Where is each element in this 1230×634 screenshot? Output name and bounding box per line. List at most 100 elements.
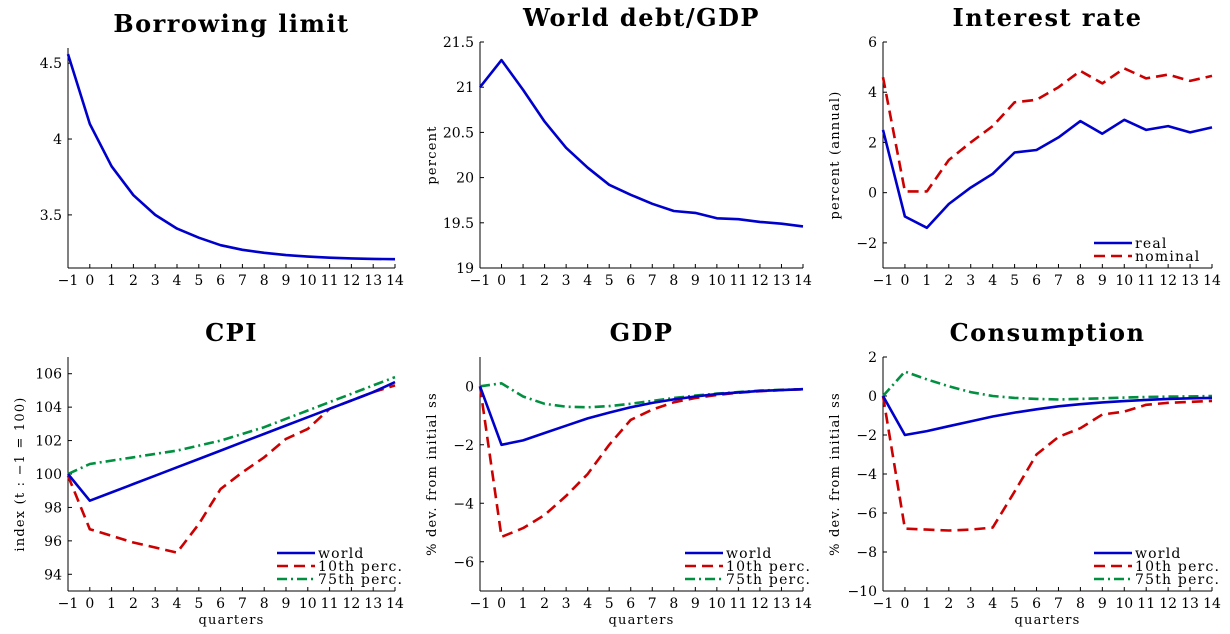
x-tick-label: 13 — [1181, 596, 1199, 612]
x-tick-label: 13 — [1181, 273, 1199, 289]
y-tick-label: 0 — [465, 379, 474, 395]
x-tick-label: 3 — [966, 596, 975, 612]
y-tick-label: 4 — [53, 132, 62, 148]
legend-label: world — [726, 546, 773, 562]
x-tick-label: 4 — [173, 273, 182, 289]
x-tick-label: 2 — [129, 273, 138, 289]
x-tick-label: 10 — [708, 596, 726, 612]
x-tick-label: 7 — [1054, 596, 1063, 612]
y-tick-label: 20.5 — [443, 125, 474, 141]
x-tick-label: 6 — [1032, 273, 1041, 289]
x-tick-label: 7 — [1054, 273, 1063, 289]
x-tick-label: 0 — [85, 273, 94, 289]
x-tick-label: 4 — [173, 596, 182, 612]
series-line-75th-perc- — [67, 375, 396, 476]
x-tick-label: 6 — [626, 273, 635, 289]
x-tick-label: 12 — [342, 596, 360, 612]
x-tick-label: 14 — [1203, 596, 1221, 612]
x-tick-label: 6 — [1032, 596, 1041, 612]
x-tick-label: 5 — [605, 273, 614, 289]
y-tick-label: −2 — [856, 236, 877, 252]
x-tick-label: 9 — [1098, 273, 1107, 289]
legend-label: 75th perc. — [726, 572, 811, 588]
x-tick-label: 0 — [497, 273, 506, 289]
x-tick-label: −1 — [58, 273, 79, 289]
x-axis-label: quarters — [608, 613, 674, 628]
y-tick-label: 100 — [35, 467, 62, 483]
x-tick-label: 8 — [1076, 273, 1085, 289]
x-tick-label: 1 — [107, 596, 116, 612]
series-line-main — [66, 53, 396, 261]
y-tick-label: 102 — [35, 434, 62, 450]
x-tick-label: 9 — [282, 596, 291, 612]
series-line-nominal — [881, 67, 1213, 193]
x-tick-label: 10 — [299, 273, 317, 289]
y-tick-label: 3.5 — [40, 208, 62, 224]
y-tick-label: 19.5 — [443, 216, 474, 232]
x-tick-label: 1 — [519, 273, 528, 289]
x-tick-label: 12 — [1159, 273, 1177, 289]
x-tick-label: 11 — [729, 596, 747, 612]
y-tick-label: 0 — [868, 186, 877, 202]
x-tick-label: 2 — [129, 596, 138, 612]
x-tick-label: 6 — [216, 273, 225, 289]
legend-label: 75th perc. — [318, 572, 403, 588]
x-tick-label: −1 — [58, 596, 79, 612]
x-tick-label: 9 — [282, 273, 291, 289]
y-tick-label: 96 — [44, 534, 62, 550]
x-tick-label: 4 — [988, 273, 997, 289]
x-tick-label: 13 — [773, 273, 791, 289]
x-tick-label: 5 — [1010, 273, 1019, 289]
x-tick-label: 9 — [691, 596, 700, 612]
y-tick-label: −2 — [856, 428, 877, 444]
legend-label: 10th perc. — [1135, 559, 1220, 575]
x-tick-label: 10 — [708, 273, 726, 289]
x-axis-label: quarters — [198, 613, 264, 628]
x-tick-label: 3 — [562, 273, 571, 289]
x-tick-label: 6 — [216, 596, 225, 612]
y-tick-label: 4 — [868, 85, 877, 101]
x-tick-label: 8 — [260, 273, 269, 289]
panel-title: CPI — [205, 318, 258, 347]
x-tick-label: 3 — [151, 273, 160, 289]
y-tick-label: 20 — [456, 171, 474, 187]
legend-label: nominal — [1135, 249, 1200, 265]
x-tick-label: 2 — [944, 596, 953, 612]
x-tick-label: 2 — [944, 273, 953, 289]
x-tick-label: 11 — [729, 273, 747, 289]
y-tick-label: 21.5 — [443, 35, 474, 51]
y-tick-label: −4 — [453, 496, 474, 512]
y-tick-label: −6 — [453, 555, 474, 571]
x-tick-label: 8 — [669, 596, 678, 612]
x-tick-label: 13 — [773, 596, 791, 612]
x-tick-label: −1 — [470, 273, 491, 289]
x-tick-label: 14 — [386, 596, 404, 612]
y-axis-label: % dev. from initial ss — [828, 392, 843, 556]
x-tick-label: 14 — [1203, 273, 1221, 289]
x-tick-label: −1 — [873, 273, 894, 289]
panel-2: World debt/GDP−1 0 1 2 3 4 5 6 7 8 9 10 11 12 13 141919… — [425, 3, 812, 289]
x-tick-label: 10 — [1115, 273, 1133, 289]
x-tick-label: 12 — [751, 596, 769, 612]
panel-6: Consumption−1 0 1 2 3 4 5 6 7 8 9 10 11 12 13 14−10−8−6… — [828, 318, 1221, 628]
x-tick-label: 5 — [194, 273, 203, 289]
x-tick-label: 4 — [583, 596, 592, 612]
x-tick-label: 9 — [1098, 596, 1107, 612]
series-line-10th-perc- — [881, 395, 1213, 532]
x-tick-label: 3 — [966, 273, 975, 289]
x-tick-label: 8 — [1076, 596, 1085, 612]
y-axis-label: percent (annual) — [828, 90, 843, 219]
y-tick-label: 4.5 — [40, 56, 62, 72]
x-tick-label: 12 — [342, 273, 360, 289]
x-tick-label: 1 — [922, 273, 931, 289]
y-tick-label: −8 — [856, 545, 877, 561]
x-tick-label: 7 — [238, 273, 247, 289]
x-tick-label: 3 — [562, 596, 571, 612]
series-line-world — [478, 385, 804, 447]
y-tick-label: −4 — [856, 467, 877, 483]
panel-1: Borrowing limit−1 0 1 2 3 4 5 6 7 8 9 10 11 12 13 143.5… — [40, 9, 404, 289]
legend-label: 10th perc. — [318, 559, 403, 575]
